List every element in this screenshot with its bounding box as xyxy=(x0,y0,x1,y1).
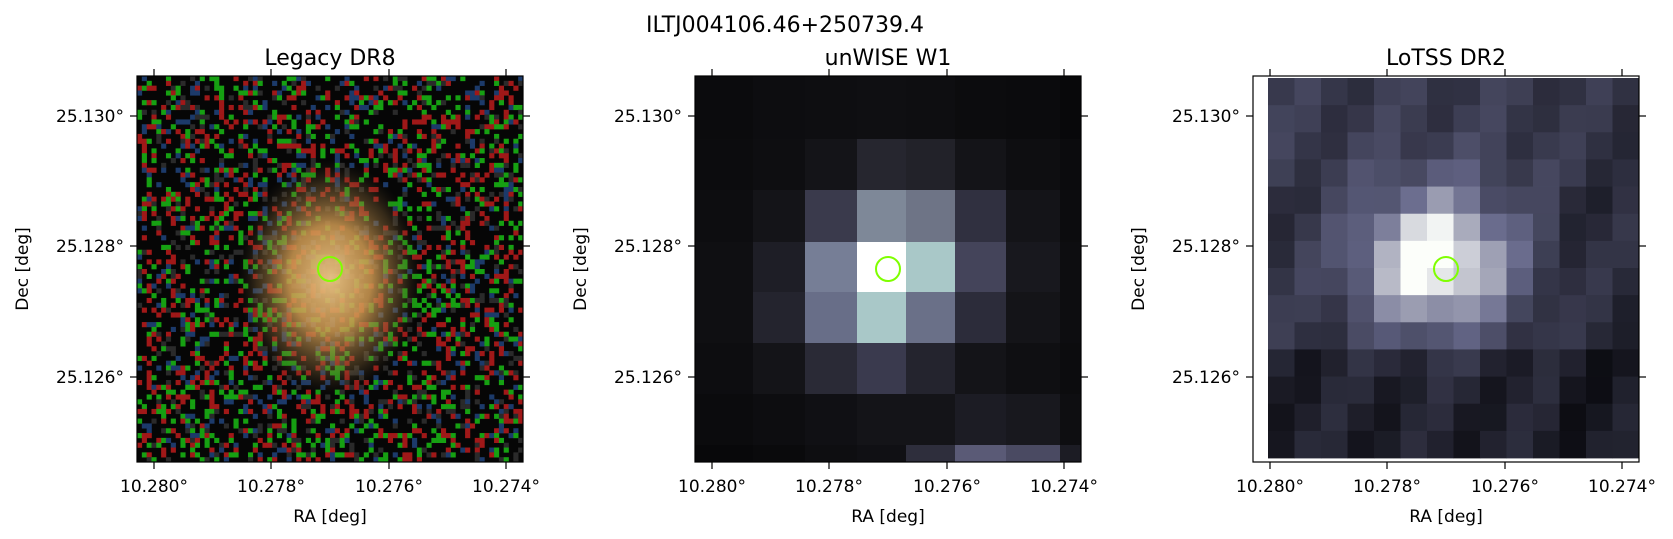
x-tick-label: 10.280° xyxy=(678,477,746,497)
x-axis: 10.280° 10.278° 10.276° 10.274° RA [deg] xyxy=(120,69,540,527)
y-tick-label: 25.130° xyxy=(614,107,682,127)
infrared-image xyxy=(695,76,1082,463)
y-tick-label: 25.126° xyxy=(1172,368,1240,388)
x-axis: 10.280° 10.278° 10.276° 10.274° RA [deg] xyxy=(678,69,1098,527)
y-tick-label: 25.130° xyxy=(1172,107,1240,127)
source-marker xyxy=(875,256,901,282)
x-tick-label: 10.276° xyxy=(1471,477,1539,497)
source-marker xyxy=(1433,256,1459,282)
x-tick-label: 10.278° xyxy=(237,477,305,497)
panel-title: Legacy DR8 xyxy=(264,46,395,71)
y-axis-label: Dec [deg] xyxy=(1129,227,1149,311)
y-tick-label: 25.128° xyxy=(56,237,124,257)
panel-unwise-w1: unWISE W1 10.280° 10.278° 10.276° 10.274… xyxy=(571,46,1098,527)
panel-title: LoTSS DR2 xyxy=(1386,46,1506,71)
x-tick-label: 10.274° xyxy=(1030,477,1098,497)
x-axis: 10.280° 10.278° 10.276° 10.274° RA [deg] xyxy=(1236,69,1656,527)
x-tick-label: 10.276° xyxy=(355,477,423,497)
y-axis: 25.130° 25.128° 25.126° Dec [deg] xyxy=(1129,107,1646,388)
x-tick-label: 10.274° xyxy=(472,477,540,497)
x-tick-label: 10.280° xyxy=(1236,477,1304,497)
x-tick-label: 10.276° xyxy=(913,477,981,497)
image-frame xyxy=(1252,75,1640,463)
y-axis-label: Dec [deg] xyxy=(571,227,591,311)
x-axis-label: RA [deg] xyxy=(1409,507,1482,527)
panel-lotss-dr2: LoTSS DR2 10.280° 10.278° 10.276° 10.274… xyxy=(1129,46,1656,527)
x-tick-label: 10.278° xyxy=(795,477,863,497)
y-tick-label: 25.126° xyxy=(614,368,682,388)
y-tick-label: 25.128° xyxy=(1172,237,1240,257)
y-tick-label: 25.126° xyxy=(56,368,124,388)
radio-image xyxy=(1253,76,1640,462)
image-frame xyxy=(136,75,524,463)
optical-image xyxy=(137,76,523,462)
y-tick-label: 25.130° xyxy=(56,107,124,127)
source-marker xyxy=(317,256,343,282)
y-tick-label: 25.128° xyxy=(614,237,682,257)
x-tick-label: 10.278° xyxy=(1353,477,1421,497)
y-axis-label: Dec [deg] xyxy=(13,227,33,311)
x-axis-label: RA [deg] xyxy=(851,507,924,527)
figure-title: ILTJ004106.46+250739.4 xyxy=(646,13,924,38)
x-axis-label: RA [deg] xyxy=(293,507,366,527)
y-axis: 25.130° 25.128° 25.126° Dec [deg] xyxy=(571,107,1088,388)
x-tick-label: 10.274° xyxy=(1588,477,1656,497)
image-frame xyxy=(694,75,1082,463)
x-tick-label: 10.280° xyxy=(120,477,188,497)
panel-legacy-dr8: Legacy DR8 10.280° 10.278° 10.276° 10.27… xyxy=(13,46,540,527)
y-axis: 25.130° 25.128° 25.126° Dec [deg] xyxy=(13,107,530,388)
panel-title: unWISE W1 xyxy=(825,46,952,71)
